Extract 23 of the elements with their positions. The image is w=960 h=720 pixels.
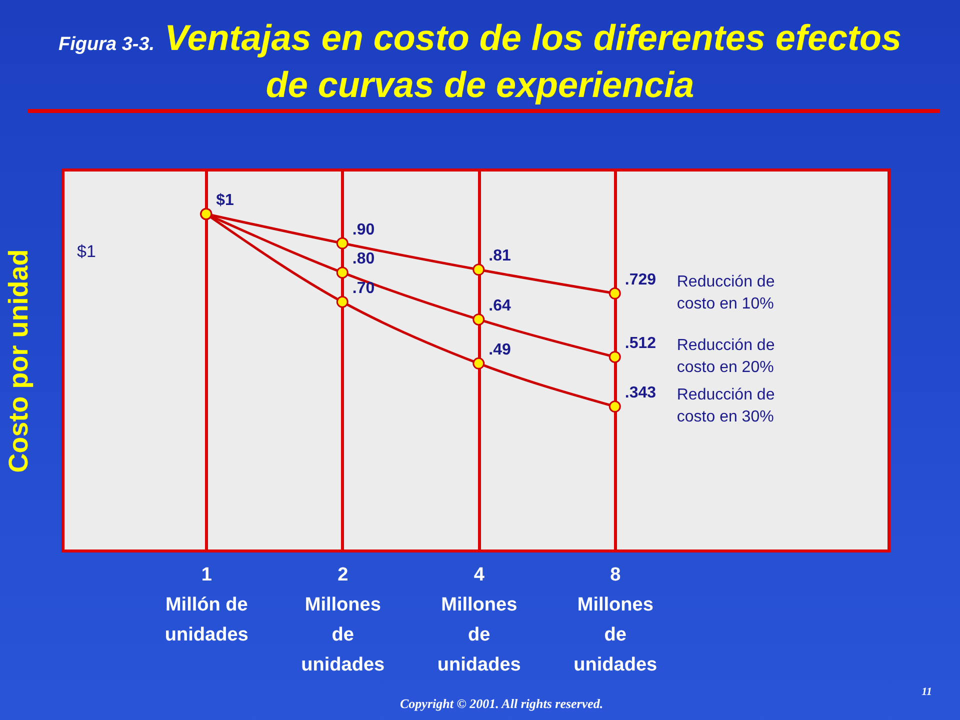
data-label: .81 — [488, 248, 511, 265]
text: $1 — [77, 242, 96, 261]
data-label: .70 — [352, 280, 375, 297]
x-tick-label: 8 Millones de unidades — [574, 564, 658, 676]
text: Reducción de costo en 30% — [676, 386, 775, 426]
x-tick-label: 2 Millones de unidades — [301, 564, 385, 676]
data-label: .64 — [488, 297, 511, 314]
x-tick-label: 4 Millones de unidades — [437, 564, 521, 676]
text: 11 — [922, 686, 932, 698]
data-label: $1 — [216, 192, 234, 209]
data-label: .343 — [624, 384, 656, 402]
y-axis-title: Costo por unidad — [4, 249, 34, 473]
text: Copyright © 2001. All rights reserved. — [400, 696, 604, 712]
data-label: .512 — [624, 334, 656, 352]
x-tick-label: 1 Millón de unidades — [164, 564, 248, 646]
text: Reducción de costo en 20% — [676, 336, 775, 376]
chart-subtitle: Figura 3-3. — [58, 34, 155, 55]
data-label: .80 — [352, 250, 375, 268]
data-label: .49 — [488, 341, 511, 358]
text: Reducción de costo en 10% — [676, 273, 775, 312]
data-label: .729 — [624, 271, 656, 288]
data-label: .90 — [352, 221, 375, 238]
chart-title: Ventajas en costo de los diferentes efectos de curvas de experiencia — [164, 17, 902, 105]
